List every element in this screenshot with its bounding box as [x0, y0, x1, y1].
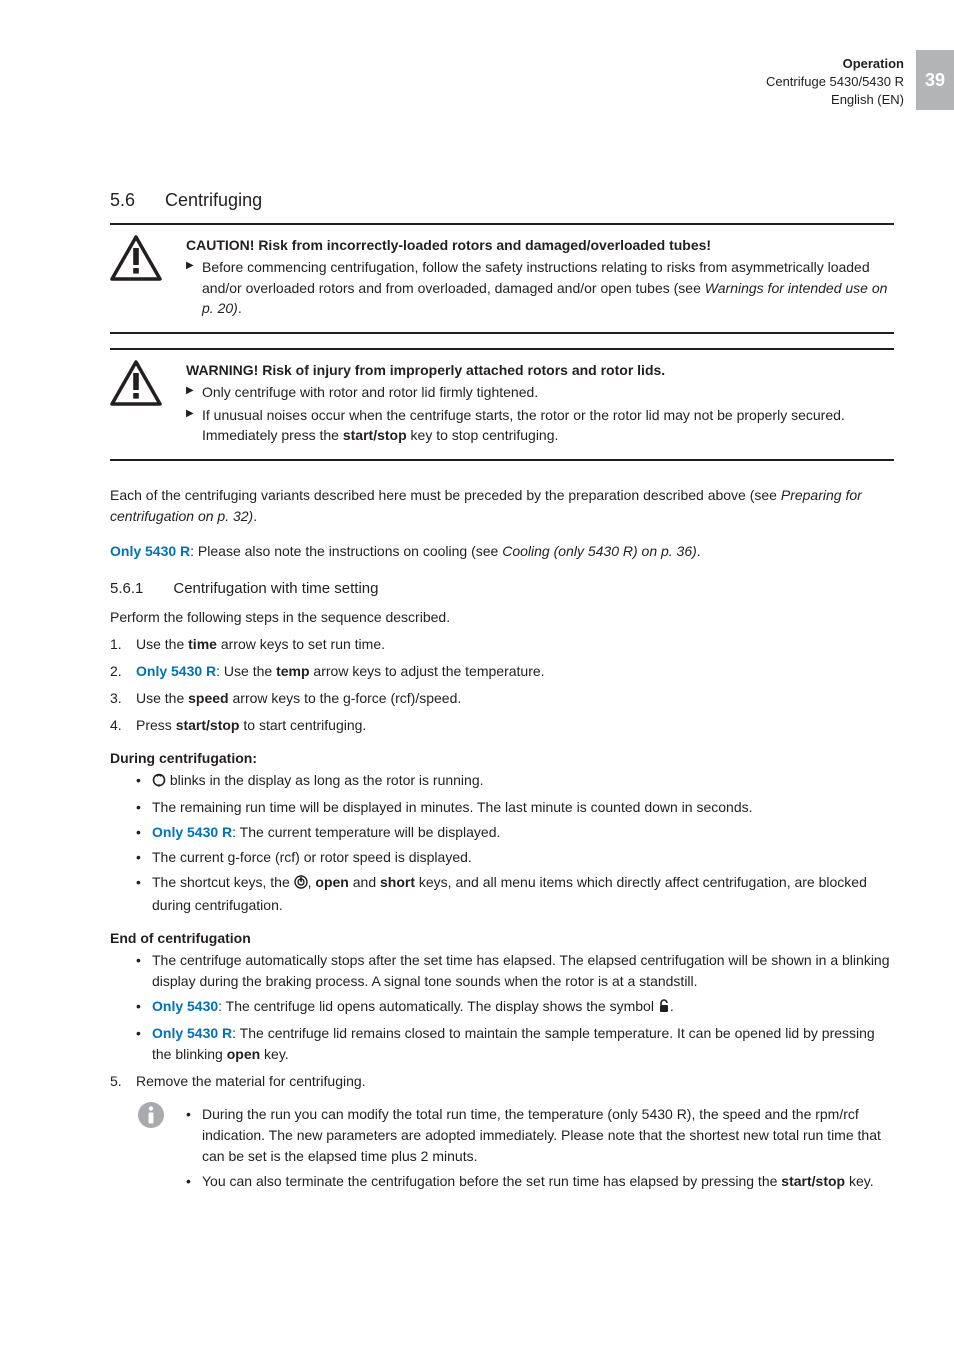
- end-list: The centrifuge automatically stops after…: [136, 950, 894, 1065]
- step-1: Use the time arrow keys to set run time.: [110, 634, 894, 655]
- subsection-heading: 5.6.1 Centrifugation with time setting: [110, 580, 894, 597]
- page-header: Operation Centrifuge 5430/5430 R English…: [766, 55, 904, 110]
- warning-key: start/stop: [343, 427, 407, 443]
- header-lang: English (EN): [766, 91, 904, 109]
- steps-list: Use the time arrow keys to set run time.…: [110, 634, 894, 736]
- intro-para-2: Only 5430 R: Please also note the instru…: [110, 541, 894, 562]
- info-icon: [110, 1100, 168, 1133]
- subsection-title: Centrifugation with time setting: [173, 580, 378, 597]
- header-product: Centrifuge 5430/5430 R: [766, 73, 904, 91]
- caution-item: Before commencing centrifugation, follow…: [186, 257, 894, 318]
- step-3: Use the speed arrow keys to the g-force …: [110, 688, 894, 709]
- during-list: blinks in the display as long as the rot…: [136, 770, 894, 916]
- end-item-3: Only 5430 R: The centrifuge lid remains …: [136, 1023, 894, 1065]
- section-number: 5.6: [110, 190, 135, 211]
- subsection-number: 5.6.1: [110, 580, 143, 597]
- para-ref: Cooling (only 5430 R) on p. 36): [502, 543, 697, 559]
- during-item-1: blinks in the display as long as the rot…: [136, 770, 894, 793]
- warning-text-end: key to stop centrifuging.: [407, 427, 559, 443]
- during-item-3: Only 5430 R: The current temperature wil…: [136, 822, 894, 843]
- info-list: During the run you can modify the total …: [186, 1104, 894, 1192]
- intro-para-1: Each of the centrifuging variants descri…: [110, 485, 894, 527]
- lid-open-icon: [658, 998, 670, 1019]
- step-4: Press start/stop to start centrifuging.: [110, 715, 894, 736]
- warning-title: WARNING! Risk of injury from improperly …: [186, 360, 894, 380]
- para-text: Each of the centrifuging variants descri…: [110, 487, 781, 503]
- para-text: : Please also note the instructions on c…: [190, 543, 502, 559]
- warning-item-1: Only centrifuge with rotor and rotor lid…: [186, 382, 894, 402]
- info-item-1: During the run you can modify the total …: [186, 1104, 894, 1167]
- para-text-end: .: [253, 508, 257, 524]
- section-title: Centrifuging: [165, 190, 262, 211]
- section-heading: 5.6 Centrifuging: [110, 190, 894, 211]
- caution-text-end: .: [238, 300, 242, 316]
- para-text-end: .: [697, 543, 701, 559]
- caution-title: CAUTION! Risk from incorrectly-loaded ro…: [186, 235, 894, 255]
- caution-box: CAUTION! Risk from incorrectly-loaded ro…: [110, 225, 894, 332]
- content-area: 5.6 Centrifuging CAUTION! Risk from inco…: [110, 190, 894, 1192]
- header-operation: Operation: [766, 55, 904, 73]
- para-label: Only 5430 R: [110, 543, 190, 559]
- step-2: Only 5430 R: Use the temp arrow keys to …: [110, 661, 894, 682]
- end-heading: End of centrifugation: [110, 930, 894, 946]
- rotor-icon: [152, 772, 166, 793]
- steps-intro: Perform the following steps in the seque…: [110, 607, 894, 628]
- caution-icon: [110, 235, 168, 284]
- steps-list-cont: Remove the material for centrifuging.: [110, 1071, 894, 1092]
- power-icon: [294, 874, 308, 895]
- warning-item-2: If unusual noises occur when the centrif…: [186, 405, 894, 446]
- end-item-2: Only 5430: The centrifuge lid opens auto…: [136, 996, 894, 1019]
- page-number-tab: 39: [916, 50, 954, 110]
- end-item-1: The centrifuge automatically stops after…: [136, 950, 894, 992]
- during-item-4: The current g-force (rcf) or rotor speed…: [136, 847, 894, 868]
- info-item-2: You can also terminate the centrifugatio…: [186, 1171, 894, 1192]
- warning-box: WARNING! Risk of injury from improperly …: [110, 350, 894, 459]
- divider: [110, 459, 894, 461]
- during-item-5: The shortcut keys, the , open and short …: [136, 872, 894, 916]
- during-item-2: The remaining run time will be displayed…: [136, 797, 894, 818]
- warning-icon: [110, 360, 168, 409]
- info-box: During the run you can modify the total …: [110, 1100, 894, 1192]
- during-heading: During centrifugation:: [110, 750, 894, 766]
- step-5: Remove the material for centrifuging.: [110, 1071, 894, 1092]
